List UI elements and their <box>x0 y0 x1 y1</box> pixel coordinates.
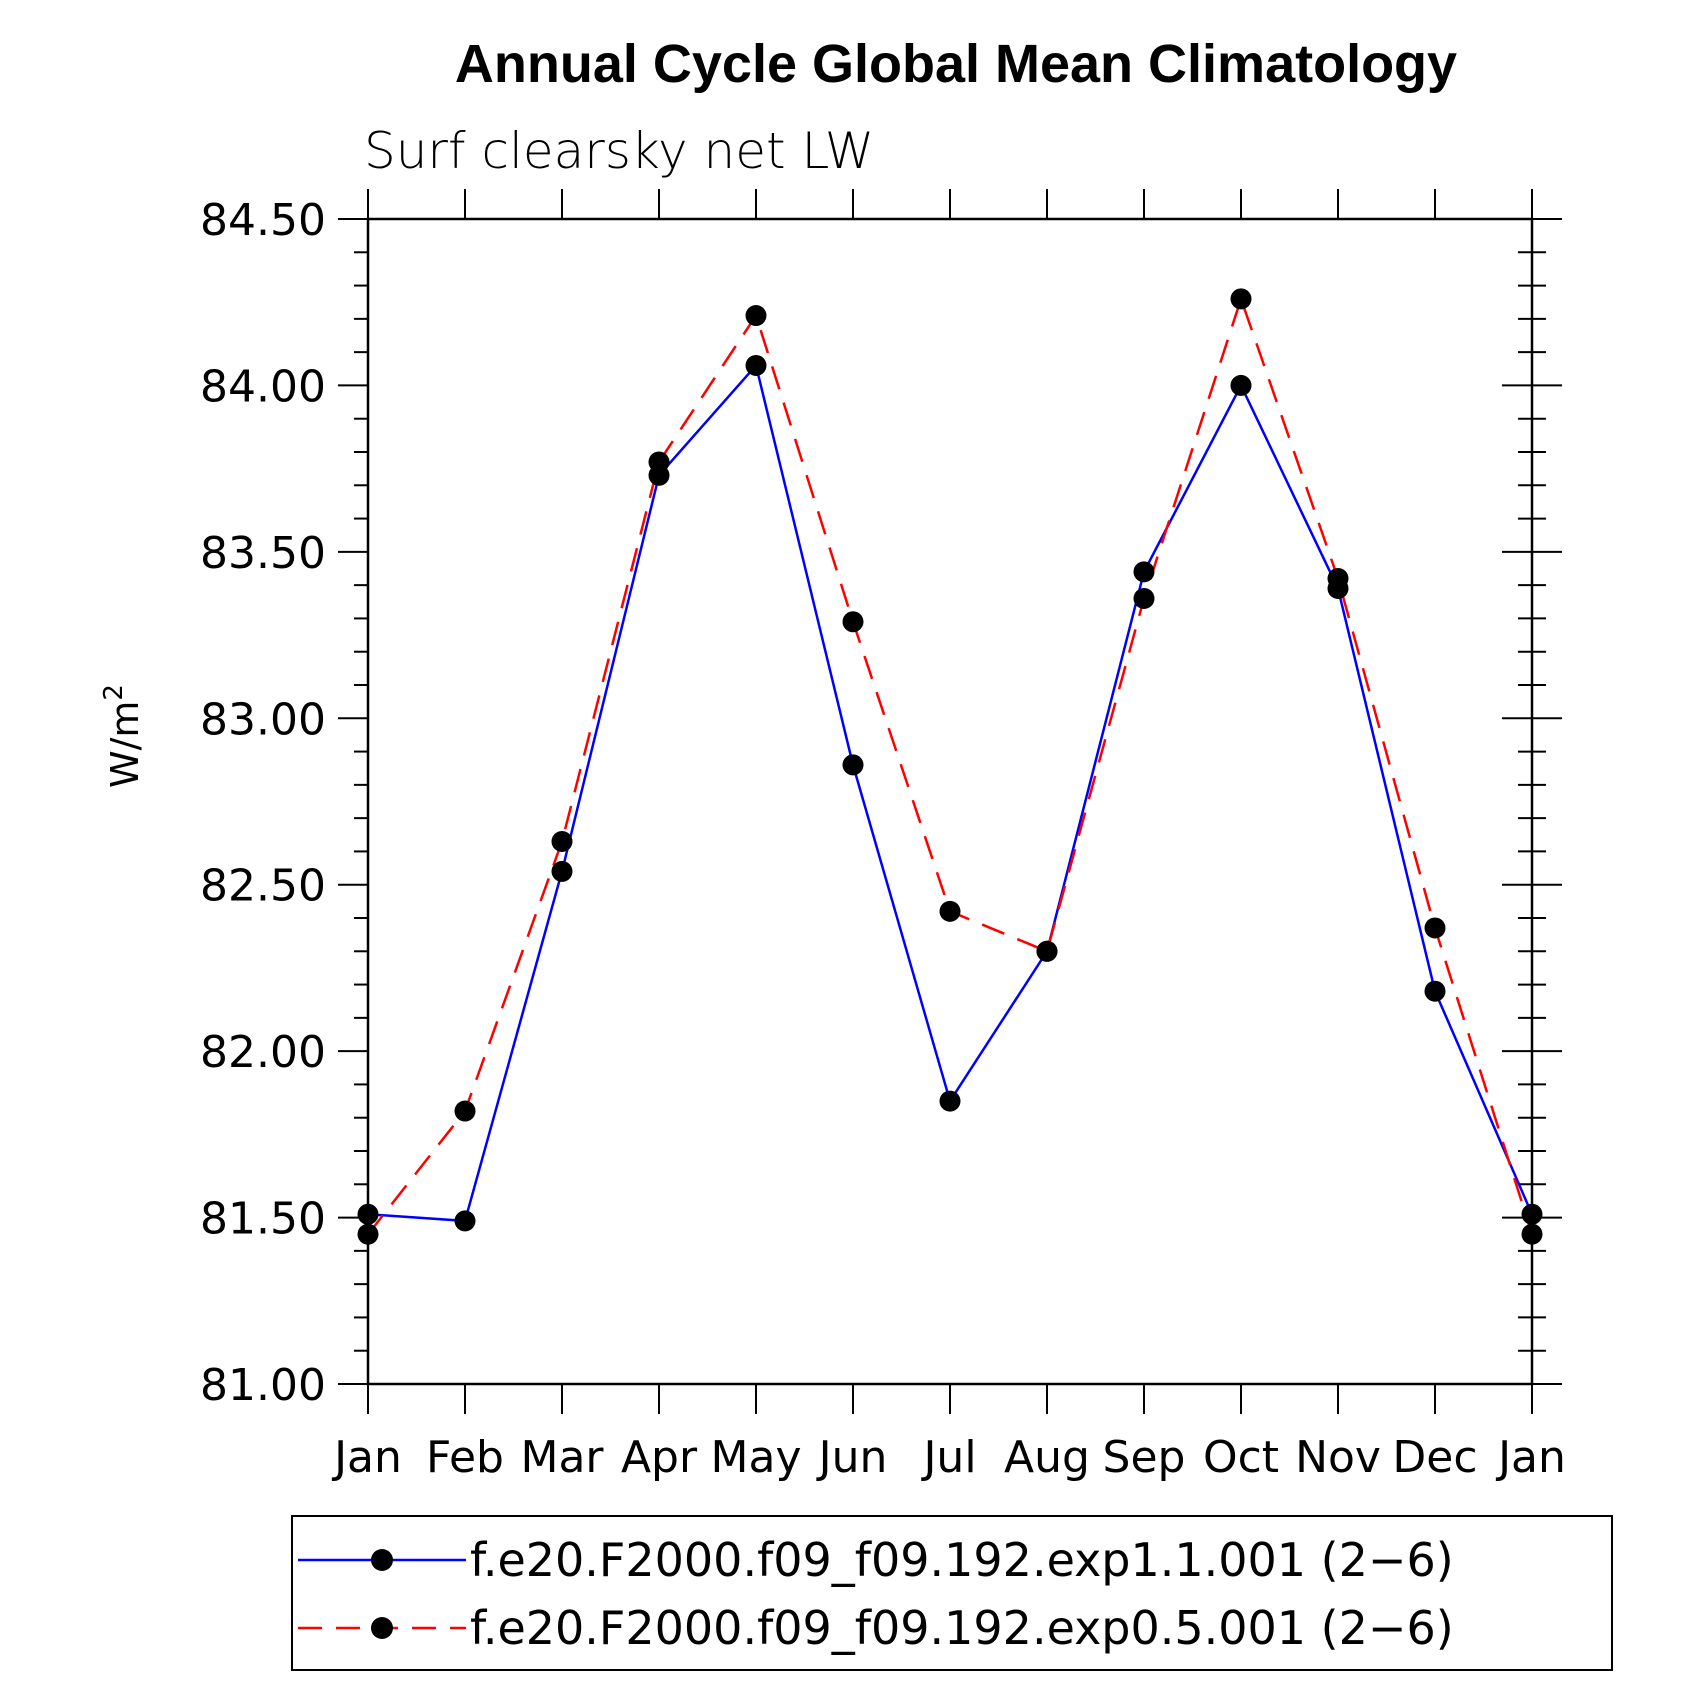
chart-subtitle: Surf clearsky net LW <box>364 122 874 180</box>
y-tick-label: 83.00 <box>200 694 326 745</box>
x-tick-label: Sep <box>1103 1432 1186 1483</box>
y-tick-label: 83.50 <box>200 528 326 579</box>
y-tick-label: 82.00 <box>200 1027 326 1078</box>
plot-axes <box>338 189 1562 1414</box>
data-point-series-2 <box>939 900 961 922</box>
data-point-series-2 <box>1036 940 1058 962</box>
data-point-series-2 <box>454 1100 476 1122</box>
chart-title: Annual Cycle Global Mean Climatology <box>455 34 1457 94</box>
data-point-series-2 <box>1424 917 1446 939</box>
data-point-series-2 <box>357 1223 379 1245</box>
y-tick-label: 84.00 <box>200 361 326 412</box>
legend-label-series-2: f.e20.F2000.f09_f09.192.exp0.5.001 (2−6) <box>470 1601 1454 1655</box>
x-tick-label: Aug <box>1004 1432 1090 1483</box>
x-tick-label: Dec <box>1392 1432 1477 1483</box>
data-point-series-2 <box>648 451 670 473</box>
x-tick-label: Jul <box>920 1432 976 1483</box>
legend-box <box>291 1515 1613 1671</box>
data-point-series-2 <box>1521 1223 1543 1245</box>
y-tick-label: 81.50 <box>200 1194 326 1245</box>
data-point-series-1 <box>1133 561 1155 583</box>
data-point-series-1 <box>1521 1203 1543 1225</box>
x-tick-label: Oct <box>1203 1432 1279 1483</box>
legend: f.e20.F2000.f09_f09.192.exp1.1.001 (2−6)… <box>291 1515 1613 1671</box>
tick-labels: 81.00 81.50 82.00 82.50 83.00 83.50 84.00 84.50… <box>200 195 1566 1483</box>
data-point-series-2 <box>1327 567 1349 589</box>
y-axis-label: W/m2 <box>99 684 147 788</box>
y-axis-label-superscript: 2 <box>99 684 129 701</box>
data-point-series-1 <box>1230 374 1252 396</box>
legend-label-series-1: f.e20.F2000.f09_f09.192.exp1.1.001 (2−6) <box>470 1533 1454 1587</box>
data-point-series-1 <box>939 1090 961 1112</box>
x-tick-label: May <box>711 1432 802 1483</box>
x-tick-label: Jan <box>1495 1432 1566 1483</box>
data-point-series-1 <box>357 1203 379 1225</box>
data-point-series-1 <box>842 754 864 776</box>
data-point-series-2 <box>842 611 864 633</box>
x-tick-label: Jun <box>816 1432 888 1483</box>
data-point-series-2 <box>551 830 573 852</box>
legend-marker-series-1 <box>371 1549 393 1571</box>
x-tick-label: Feb <box>426 1432 504 1483</box>
legend-marker-series-2 <box>371 1617 393 1639</box>
series-markers <box>357 288 1543 1245</box>
y-axis-label-unit: W/m <box>103 701 147 788</box>
y-tick-label: 82.50 <box>200 861 326 912</box>
data-point-series-2 <box>745 305 767 327</box>
x-tick-label: Apr <box>621 1432 698 1483</box>
data-point-series-1 <box>1424 980 1446 1002</box>
x-tick-label: Nov <box>1295 1432 1381 1483</box>
data-point-series-2 <box>1133 587 1155 609</box>
data-point-series-2 <box>1230 288 1252 310</box>
plot-frame <box>366 217 1534 1386</box>
y-tick-label: 81.00 <box>200 1360 326 1411</box>
x-tick-label: Mar <box>520 1432 604 1483</box>
y-tick-label: 84.50 <box>200 195 326 246</box>
data-point-series-1 <box>745 354 767 376</box>
data-point-series-1 <box>551 860 573 882</box>
data-point-series-1 <box>454 1210 476 1232</box>
x-tick-label: Jan <box>331 1432 402 1483</box>
